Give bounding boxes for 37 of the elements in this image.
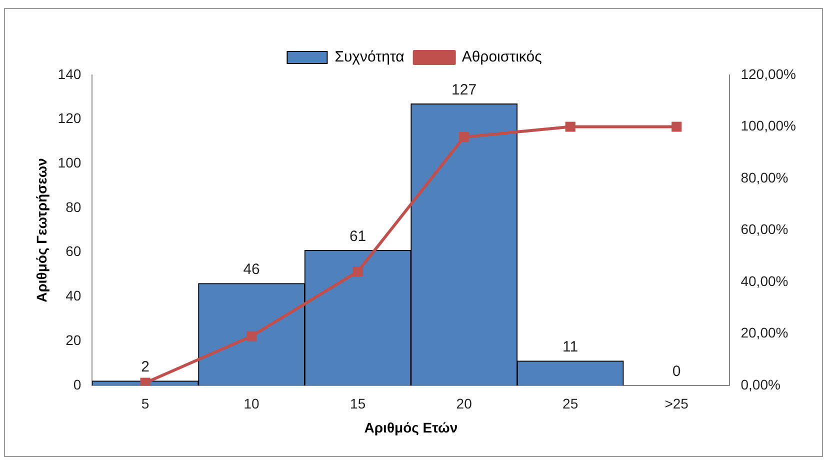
data-label: 46 xyxy=(243,261,260,278)
point xyxy=(140,378,150,386)
data-label: 61 xyxy=(349,228,366,245)
x-tick-label: 5 xyxy=(141,396,150,412)
y-axis-title: Αριθμός Γεωτρήσεων xyxy=(33,158,50,302)
y-tick-label: 60 xyxy=(66,243,82,260)
point xyxy=(352,266,363,277)
y2-tick-label: 100,00% xyxy=(740,118,796,134)
point xyxy=(672,122,682,132)
y-tick-label: 40 xyxy=(66,288,82,304)
legend-label: Αθροιστικός xyxy=(462,48,542,66)
data-label: 0 xyxy=(672,363,681,380)
y-tick-label: 100 xyxy=(58,154,82,171)
x-tick-label: 20 xyxy=(456,396,472,412)
y2-tick-label: 20,00% xyxy=(740,324,788,341)
y2-tick-label: 40,00% xyxy=(740,272,788,289)
y-tick-label: 0 xyxy=(73,376,82,392)
legend-label: Συχνότητα xyxy=(334,48,405,66)
y-tick-label: 20 xyxy=(66,332,82,348)
y2-tick-label: 0,00% xyxy=(740,376,780,392)
point xyxy=(246,331,257,342)
y-tick-label: 120 xyxy=(58,110,82,126)
x-tick-label: 10 xyxy=(244,396,260,412)
y2-tick-label: 120,00% xyxy=(740,66,796,82)
x-tick-label: 15 xyxy=(350,396,366,412)
x-tick-label: >25 xyxy=(664,396,689,412)
x-axis-title: Αριθμός Ετών xyxy=(364,419,458,436)
y2-tick-label: 60,00% xyxy=(740,221,788,238)
y-tick-label: 80 xyxy=(66,198,82,215)
data-label: 127 xyxy=(452,81,477,98)
point xyxy=(459,132,470,142)
y2-tick-label: 80,00% xyxy=(740,169,788,186)
y-tick-label: 140 xyxy=(58,66,82,82)
x-tick-label: 25 xyxy=(562,396,578,412)
point xyxy=(565,122,576,132)
data-label: 2 xyxy=(141,358,150,376)
data-label: 11 xyxy=(562,338,578,356)
